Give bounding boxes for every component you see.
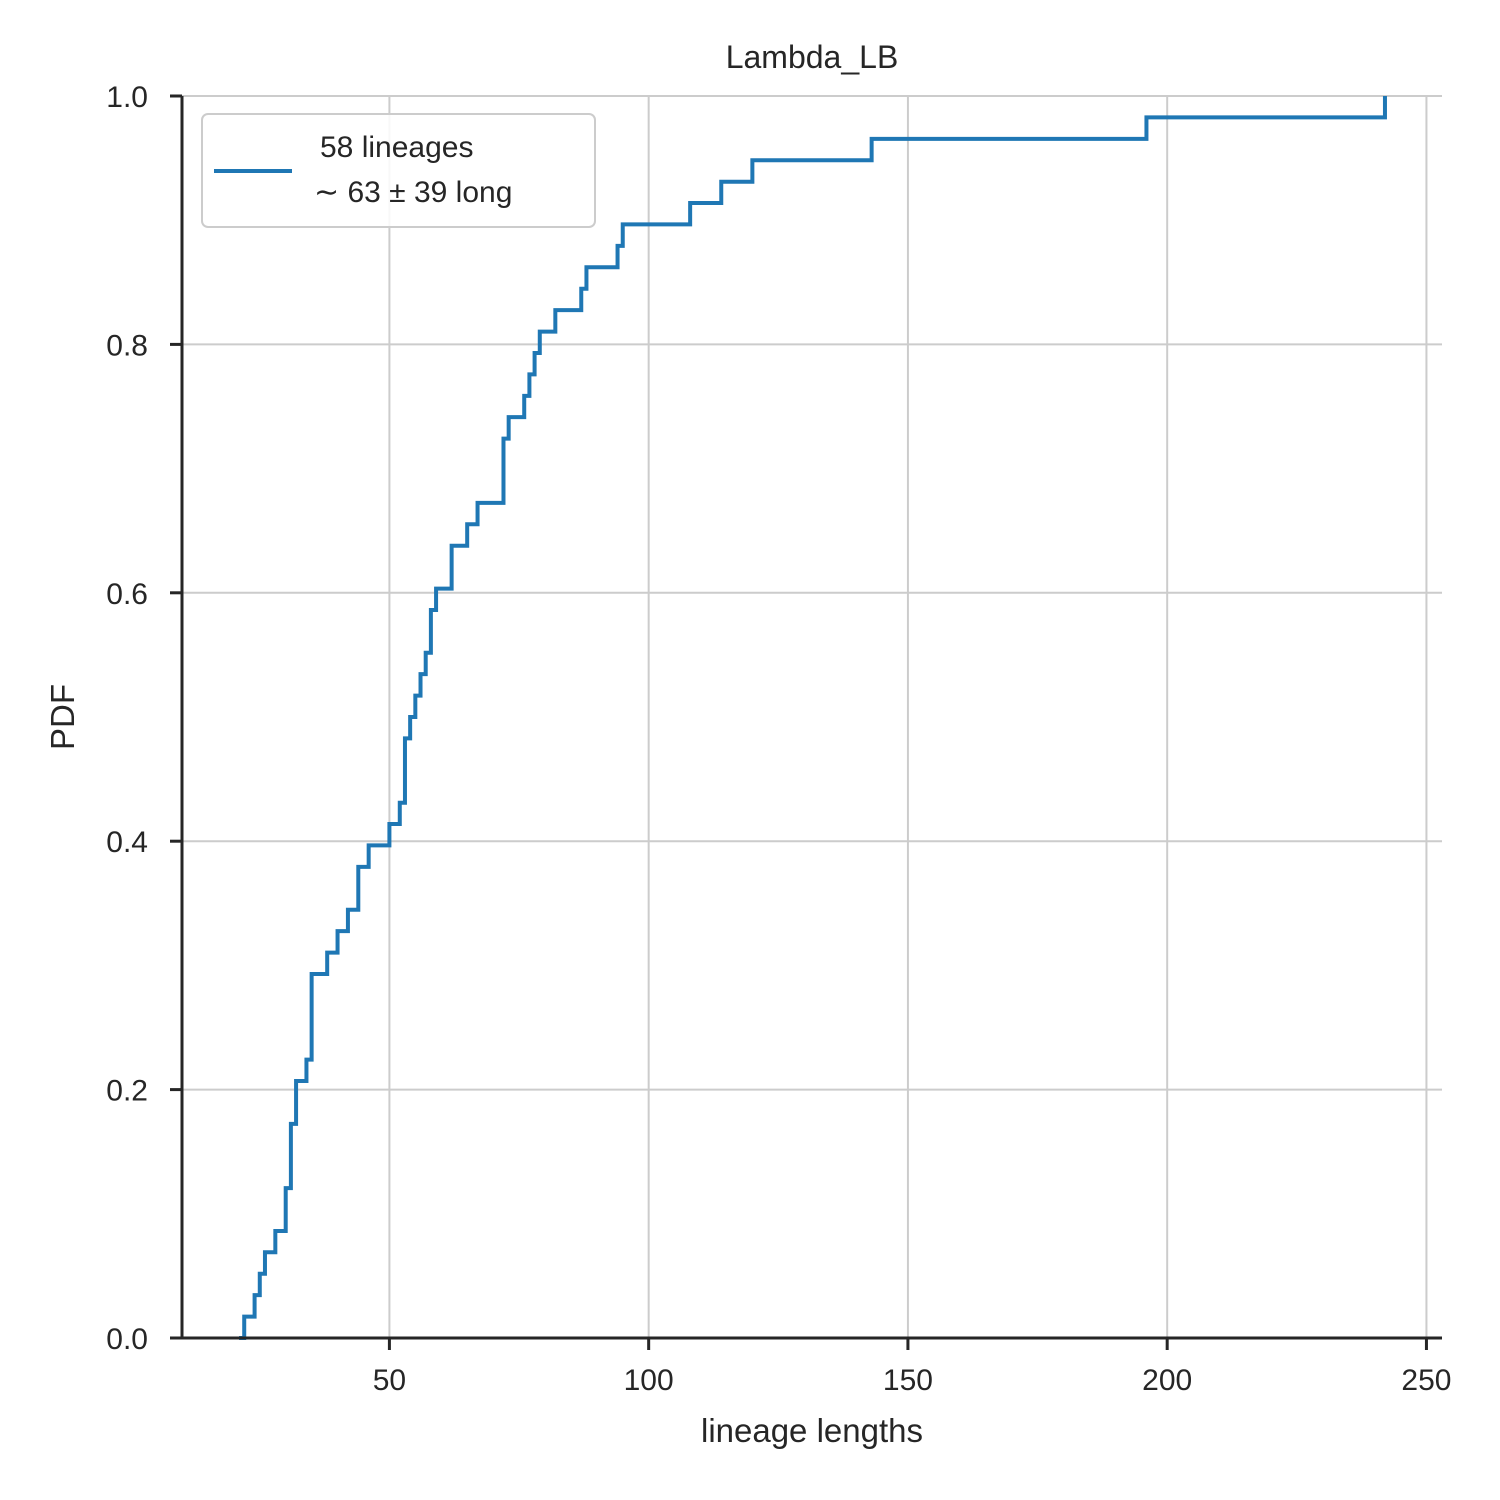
legend-box (201, 113, 596, 228)
legend-label-length: ∼ 63 ± 39 long (314, 176, 512, 209)
x-tick-label-200: 200 (1142, 1364, 1192, 1397)
y-tick-label-0.4: 0.4 (106, 826, 148, 859)
legend: 58 lineages ∼ 63 ± 39 long (201, 113, 596, 228)
chart-title: Lambda_LB (726, 39, 899, 75)
x-axis-title: lineage lengths (701, 1412, 923, 1449)
y-tick-label-0.8: 0.8 (106, 329, 148, 362)
axes (180, 96, 1442, 1340)
y-axis-title: PDF (44, 684, 81, 750)
y-tick-label-0.2: 0.2 (106, 1075, 148, 1108)
y-tick-label-0.6: 0.6 (106, 578, 148, 611)
x-tick-label-50: 50 (373, 1364, 406, 1397)
y-tick-label-1.0: 1.0 (106, 81, 148, 114)
grid (182, 95, 1442, 1339)
ticks: 50 100 150 200 250 0.0 0.2 0.4 0.6 0.8 1.0 (106, 81, 1451, 1397)
x-tick-label-250: 250 (1401, 1364, 1451, 1397)
series-line (239, 96, 1387, 1340)
series-layer (239, 96, 1387, 1340)
x-tick-label-100: 100 (624, 1364, 674, 1397)
legend-label-count: 58 lineages (320, 131, 473, 164)
y-tick-label-0.0: 0.0 (106, 1323, 148, 1356)
x-tick-label-150: 150 (883, 1364, 933, 1397)
